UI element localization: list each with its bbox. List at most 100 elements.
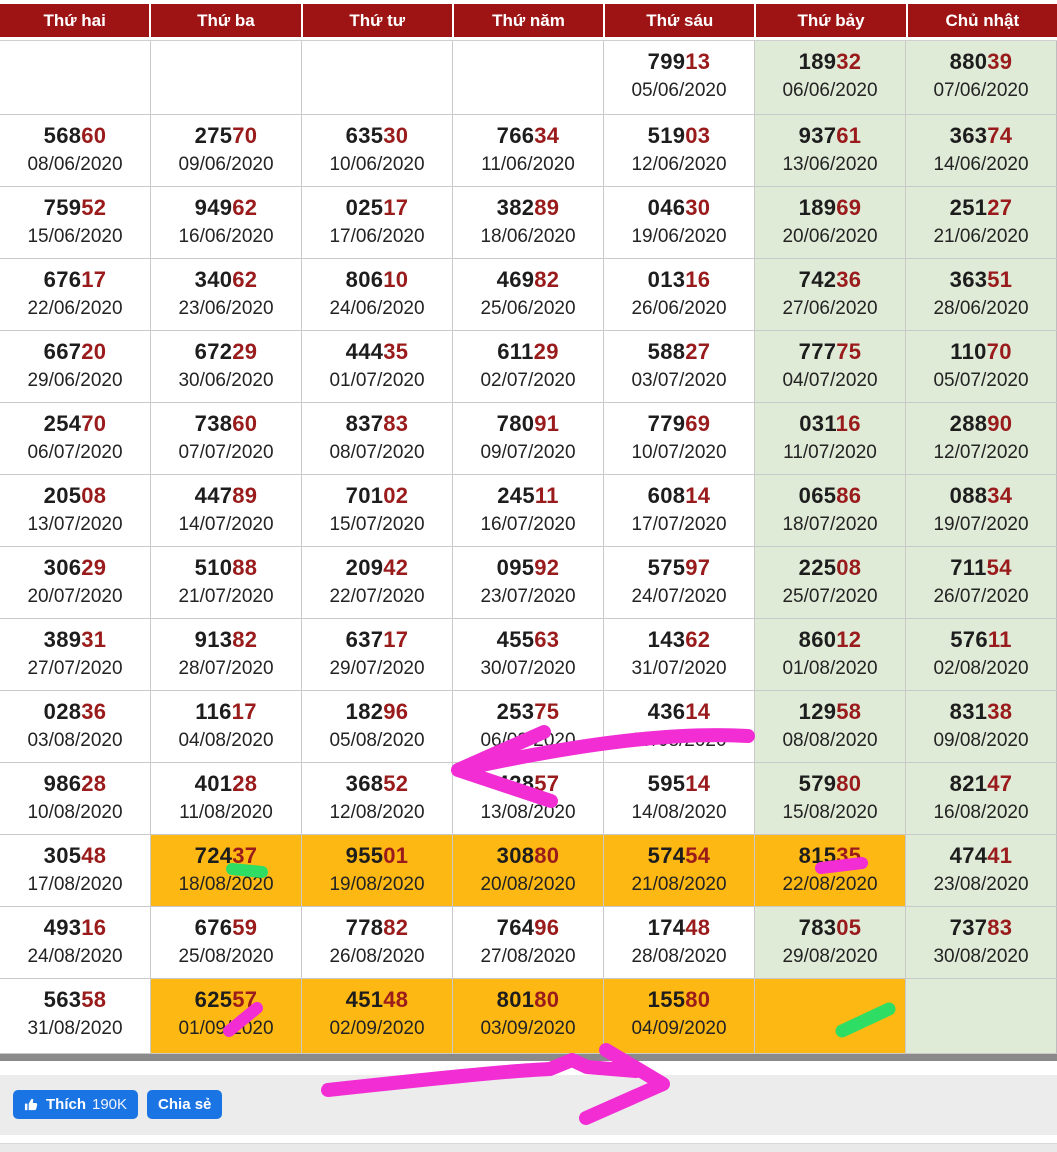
result-number: 12958	[755, 699, 905, 725]
result-date: 08/07/2020	[329, 442, 425, 463]
result-cell: 30548 17/08/2020	[0, 835, 151, 906]
result-number-main: 474	[949, 843, 988, 868]
result-cell: 58827 03/07/2020	[604, 331, 755, 402]
result-number-tail: 80	[534, 987, 560, 1012]
result-date: 25/08/2020	[178, 946, 274, 967]
result-number-tail: 82	[383, 915, 409, 940]
result-number: 02517	[302, 195, 452, 221]
result-cell: 27570 09/06/2020	[151, 115, 302, 186]
result-number-main: 949	[194, 195, 233, 220]
result-row: 98628 10/08/2020 40128 11/08/2020 36852 …	[0, 763, 1057, 835]
result-cell: 47441 23/08/2020	[906, 835, 1057, 906]
weekday-header-cell-6: Chủ nhật	[907, 4, 1057, 37]
result-number-tail: 75	[836, 339, 862, 364]
result-number: 25375	[453, 699, 603, 725]
result-date: 29/08/2020	[782, 946, 878, 967]
result-number: 09592	[453, 555, 603, 581]
result-number-tail: 11	[987, 627, 1012, 652]
result-number-tail: 30	[383, 123, 409, 148]
result-number-tail: 34	[534, 123, 560, 148]
result-cell: 74236 27/06/2020	[755, 259, 906, 330]
result-number-tail: 08	[836, 555, 862, 580]
result-number-main: 576	[950, 627, 988, 652]
result-number: 24511	[453, 483, 603, 509]
result-cell: 63530 10/06/2020	[302, 115, 453, 186]
result-number-tail: 12	[836, 627, 862, 652]
result-cell: 63717 29/07/2020	[302, 619, 453, 690]
result-cell: 43614 07/08/2020	[604, 691, 755, 762]
result-date: 07/06/2020	[933, 80, 1029, 101]
result-row: 79913 05/06/2020 18932 06/06/2020 88039 …	[0, 41, 1057, 115]
result-number: 57454	[604, 843, 754, 869]
facebook-share-button[interactable]: Chia sẻ	[147, 1090, 223, 1119]
result-date: 06/07/2020	[27, 442, 123, 463]
result-number-main: 088	[949, 483, 988, 508]
result-cell: 78305 29/08/2020	[755, 907, 906, 978]
result-number: 20942	[302, 555, 452, 581]
result-number: 18969	[755, 195, 905, 221]
weekday-header-row: Thứ hai Thứ ba Thứ tư Thứ năm Thứ sáu Thứ bảy…	[0, 4, 1057, 37]
result-number-tail: 80	[685, 987, 711, 1012]
result-number-main: 595	[647, 771, 686, 796]
result-date: 12/08/2020	[329, 802, 425, 823]
result-number-tail: 62	[232, 195, 258, 220]
result-cell: 57597 24/07/2020	[604, 547, 755, 618]
result-cell: 45148 02/09/2020	[302, 979, 453, 1053]
result-date: 01/08/2020	[782, 658, 878, 679]
result-number: 45563	[453, 627, 603, 653]
result-number-tail: 82	[534, 267, 560, 292]
result-cell: 03116 11/07/2020	[755, 403, 906, 474]
result-date: 29/06/2020	[27, 370, 123, 391]
result-number-tail: 35	[383, 339, 409, 364]
result-number-tail: 27	[685, 339, 711, 364]
result-number-tail: 28	[232, 771, 258, 796]
result-date: 02/08/2020	[933, 658, 1029, 679]
result-number-main: 955	[345, 843, 384, 868]
result-date: 28/07/2020	[178, 658, 274, 679]
result-number-main: 637	[345, 627, 384, 652]
result-cell: 94962 16/06/2020	[151, 187, 302, 258]
result-cell: 15580 04/09/2020	[604, 979, 755, 1053]
facebook-like-button[interactable]: Thích 190K	[13, 1090, 139, 1119]
result-number: 56358	[0, 987, 150, 1013]
result-number-main: 245	[497, 483, 535, 508]
result-number: 81535	[755, 843, 905, 869]
result-cell: 20942 22/07/2020	[302, 547, 453, 618]
result-number-main: 025	[345, 195, 384, 220]
result-number: 30548	[0, 843, 150, 869]
result-date: 02/07/2020	[480, 370, 576, 391]
result-cell: 93761 13/06/2020	[755, 115, 906, 186]
result-number-tail: 83	[383, 411, 409, 436]
result-number: 93761	[755, 123, 905, 149]
result-number: 27570	[151, 123, 301, 149]
result-date: 23/08/2020	[933, 874, 1029, 895]
result-cell: 76496 27/08/2020	[453, 907, 604, 978]
result-cell: 95501 19/08/2020	[302, 835, 453, 906]
result-number-tail: 16	[81, 915, 107, 940]
result-number: 30629	[0, 555, 150, 581]
result-number-tail: 82	[232, 627, 258, 652]
result-cell: 61129 02/07/2020	[453, 331, 604, 402]
result-cell: 51088 21/07/2020	[151, 547, 302, 618]
result-number-tail: 90	[987, 411, 1013, 436]
result-cell: 38289 18/06/2020	[453, 187, 604, 258]
result-row: 25470 06/07/2020 73860 07/07/2020 83783 …	[0, 403, 1057, 475]
result-number: 88039	[906, 49, 1056, 75]
result-number: 30880	[453, 843, 603, 869]
result-number-tail: 54	[685, 843, 711, 868]
result-number: 25470	[0, 411, 150, 437]
result-number-main: 444	[345, 339, 384, 364]
result-date: 11/06/2020	[481, 154, 575, 175]
weekday-header-cell-4: Thứ sáu	[605, 4, 757, 37]
result-number-tail: 54	[986, 555, 1012, 580]
result-cell	[0, 41, 151, 114]
results-body: 79913 05/06/2020 18932 06/06/2020 88039 …	[0, 40, 1057, 1054]
result-date: 27/08/2020	[480, 946, 576, 967]
result-date: 06/06/2020	[782, 80, 878, 101]
result-cell: 73860 07/07/2020	[151, 403, 302, 474]
result-row: 30548 17/08/2020 72437 18/08/2020 95501 …	[0, 835, 1057, 907]
result-number-tail: 60	[81, 123, 107, 148]
result-date: 15/08/2020	[782, 802, 878, 823]
result-date: 25/07/2020	[782, 586, 878, 607]
result-number-main: 806	[345, 267, 384, 292]
